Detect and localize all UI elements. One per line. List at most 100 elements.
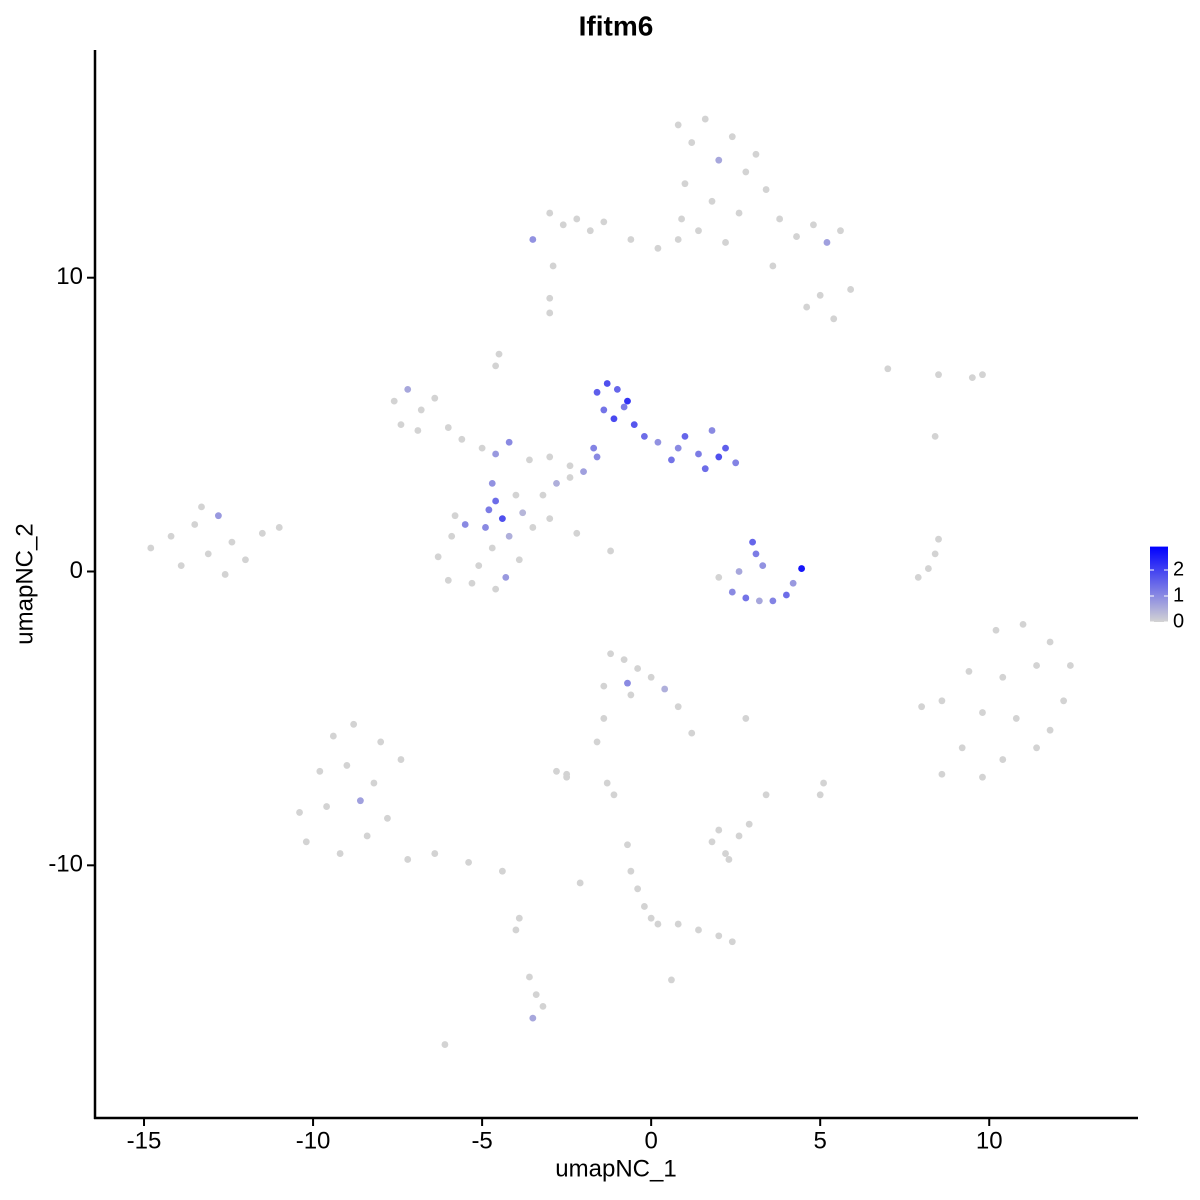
chart-title: Ifitm6	[579, 10, 654, 41]
cell-point	[492, 450, 500, 458]
colorbar-label: 0	[1173, 610, 1184, 632]
cell-point	[837, 227, 844, 235]
cell-point	[715, 932, 723, 940]
cell-point	[539, 1002, 547, 1010]
cell-point	[620, 403, 628, 411]
cell-point	[191, 521, 199, 528]
cell-point	[573, 215, 581, 223]
cell-point	[627, 867, 635, 875]
cell-point	[830, 315, 838, 323]
cell-point	[742, 715, 750, 722]
cell-point	[356, 797, 364, 805]
cell-point	[586, 227, 594, 235]
cell-point	[444, 424, 452, 431]
cell-point	[935, 371, 942, 379]
cell-point	[458, 435, 466, 443]
cell-point	[204, 550, 212, 558]
cell-point	[397, 421, 405, 429]
cell-point	[630, 421, 638, 429]
cell-point	[722, 850, 729, 857]
cell-point	[816, 791, 824, 799]
cell-point	[847, 286, 855, 293]
cell-point	[715, 826, 723, 834]
cell-point	[715, 573, 723, 581]
cell-point	[924, 565, 932, 572]
cell-point	[762, 186, 770, 193]
cell-point	[603, 380, 611, 387]
cell-point	[336, 850, 344, 857]
cell-point	[1046, 726, 1054, 734]
cell-point	[735, 832, 743, 840]
cell-point	[448, 532, 456, 540]
cell-point	[492, 585, 500, 593]
cell-point	[735, 568, 743, 575]
cell-point	[495, 350, 503, 358]
cell-point	[492, 497, 500, 505]
cell-point	[600, 406, 608, 414]
cell-point	[529, 524, 537, 531]
cell-point	[465, 858, 472, 866]
cell-point	[935, 535, 942, 543]
cell-point	[695, 450, 702, 458]
cell-point	[627, 236, 635, 243]
cell-point	[688, 139, 696, 146]
cell-point	[979, 773, 986, 781]
cell-point	[600, 682, 608, 690]
cell-point	[1066, 662, 1074, 669]
cell-point	[979, 709, 986, 716]
cell-point	[610, 791, 618, 799]
cell-point	[708, 838, 716, 846]
cell-point	[566, 474, 574, 481]
cell-point	[613, 385, 621, 393]
cell-point	[674, 444, 682, 452]
y-axis-label: umapNC_2	[11, 523, 38, 644]
cell-point	[965, 668, 973, 675]
cell-point	[708, 427, 716, 434]
cell-point	[654, 438, 662, 446]
cell-point	[242, 556, 249, 564]
cell-point	[678, 215, 685, 223]
cell-point	[478, 444, 486, 452]
x-tick-label: -5	[471, 1127, 492, 1154]
cell-point	[488, 544, 496, 552]
cell-point	[607, 547, 614, 555]
cell-point	[519, 509, 527, 517]
cell-point	[498, 867, 506, 875]
cell-point	[695, 926, 702, 934]
cell-point	[607, 650, 614, 658]
y-tick-label: 10	[56, 263, 83, 290]
cell-point	[343, 762, 351, 769]
cell-point	[938, 697, 946, 705]
cell-point	[417, 406, 425, 414]
cell-point	[512, 926, 520, 934]
cell-point	[566, 462, 574, 470]
cell-point	[441, 1041, 449, 1048]
cell-point	[1033, 662, 1040, 669]
cell-point	[654, 244, 662, 252]
cell-point	[505, 532, 513, 540]
cell-point	[363, 832, 371, 840]
cell-point	[404, 385, 412, 393]
cell-point	[404, 856, 412, 863]
cell-point	[590, 444, 598, 452]
cell-point	[820, 779, 827, 787]
cell-point	[728, 588, 736, 596]
cell-point	[546, 309, 554, 317]
cell-point	[526, 456, 533, 464]
cell-point	[444, 576, 452, 584]
cell-point	[434, 553, 442, 561]
cell-point	[258, 529, 266, 537]
cell-point	[468, 579, 476, 587]
cell-point	[762, 791, 770, 799]
cell-point	[296, 809, 303, 816]
cell-point	[573, 529, 581, 537]
cell-point	[931, 550, 939, 558]
cell-point	[769, 597, 777, 605]
cell-point	[627, 691, 635, 699]
cell-point	[546, 453, 554, 461]
cell-point	[1033, 744, 1040, 752]
cell-point	[634, 665, 642, 672]
cell-point	[526, 973, 533, 981]
cell-point	[624, 679, 631, 687]
